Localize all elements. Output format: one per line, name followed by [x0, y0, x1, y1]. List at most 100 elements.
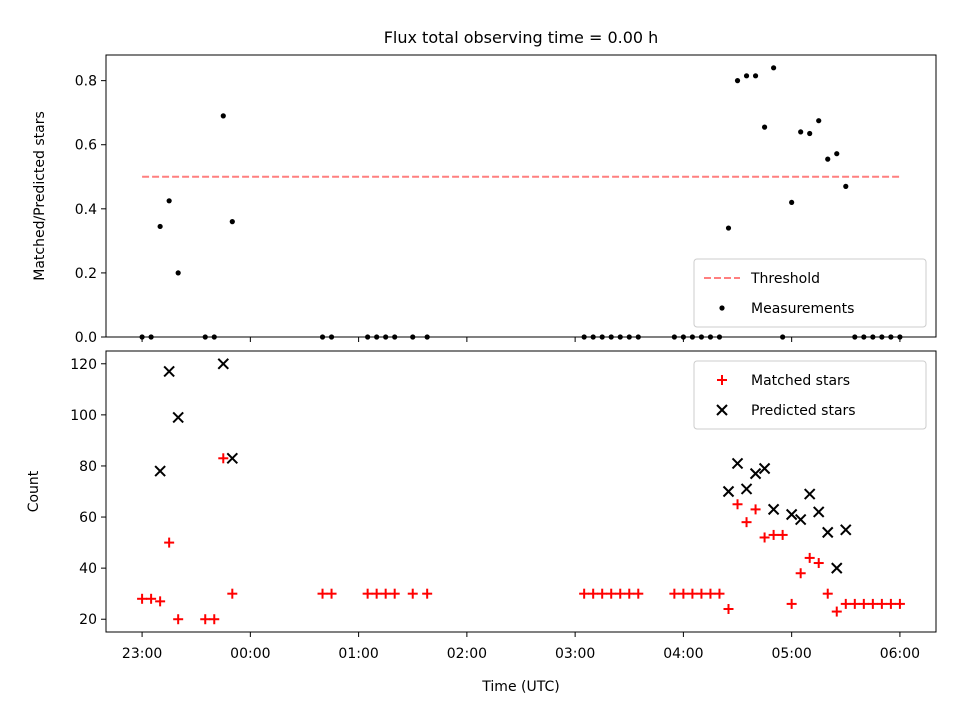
- predicted-star-marker: [831, 562, 843, 574]
- matched-star-marker: [795, 568, 806, 579]
- matched-star-marker: [741, 517, 752, 528]
- matched-star-marker: [137, 593, 148, 604]
- matched-star-marker: [687, 588, 698, 599]
- y-tick-label: 0.0: [75, 330, 97, 346]
- predicted-star-marker: [758, 462, 771, 475]
- matched-star-marker: [759, 532, 770, 543]
- matched-star-marker: [768, 529, 779, 540]
- predicted-star-marker: [217, 358, 229, 370]
- matched-star-marker: [840, 598, 851, 609]
- marker-stroke: [840, 524, 852, 536]
- y-tick-label: 120: [70, 357, 97, 373]
- measurement-point: [374, 334, 380, 340]
- y-tick-label: 80: [79, 459, 97, 475]
- matched-star-marker: [606, 588, 617, 599]
- measurement-point: [852, 334, 858, 340]
- measurement-point: [734, 78, 741, 84]
- marker-stroke: [740, 483, 753, 495]
- measurement-point: [725, 225, 732, 231]
- x-tick-label: 02:00: [447, 646, 487, 662]
- y-tick-label: 0.8: [75, 74, 97, 90]
- y-tick-label: 20: [79, 612, 97, 628]
- measurement-point: [617, 334, 623, 340]
- matched-star-marker: [317, 588, 328, 599]
- measurement-point: [888, 334, 894, 340]
- predicted-star-marker: [785, 508, 798, 521]
- marker-stroke: [731, 457, 744, 470]
- matched-star-marker: [723, 604, 734, 615]
- marker-stroke: [722, 485, 735, 498]
- x-tick-label: 03:00: [555, 646, 595, 662]
- predicted-star-marker: [803, 488, 816, 500]
- y-axis-label: Count: [26, 470, 42, 512]
- matched-star-marker: [786, 598, 797, 609]
- matched-star-marker: [579, 588, 590, 599]
- y-tick-label: 60: [79, 510, 97, 526]
- matched-star-marker: [804, 552, 815, 563]
- top-panel-ratio: 0.0 0.2 0.4 0.6 0.8 Matched/Predicted stars Th…: [32, 54, 937, 346]
- marker-stroke: [803, 488, 816, 500]
- measurement-point: [861, 334, 867, 340]
- matched-star-marker: [714, 588, 725, 599]
- matched-star-marker: [858, 598, 869, 609]
- measurement-point: [424, 334, 430, 340]
- measurement-point: [879, 334, 885, 340]
- measurement-point: [166, 198, 172, 204]
- measurement-point: [807, 130, 813, 137]
- x-tick-label: 00:00: [230, 646, 270, 662]
- measurement-point: [698, 334, 705, 340]
- measurement-point: [752, 73, 759, 79]
- y-tick-label: 0.6: [75, 138, 97, 154]
- predicted-star-marker: [822, 526, 834, 539]
- predicted-star-marker: [749, 467, 762, 480]
- matched-star-marker: [227, 588, 238, 599]
- y-tick-label: 0.4: [75, 202, 97, 218]
- x-tick-label: 01:00: [338, 646, 378, 662]
- matched-star-marker: [218, 453, 229, 464]
- legend-label: Measurements: [751, 301, 854, 317]
- measurement-point: [220, 113, 226, 119]
- predicted-star-marker: [794, 513, 807, 526]
- measurement-point: [608, 334, 614, 340]
- matched-star-marker: [696, 588, 707, 599]
- marker-stroke: [217, 358, 229, 370]
- plot-frame: [105, 54, 937, 338]
- predicted-star-marker: [226, 452, 239, 464]
- measurement-point: [716, 334, 723, 340]
- measurement-point: [175, 270, 181, 276]
- measurement-point: [897, 334, 903, 340]
- x-tick-label: 04:00: [663, 646, 703, 662]
- matched-star-marker: [389, 588, 400, 599]
- measurement-point: [392, 334, 398, 340]
- matched-star-marker: [849, 598, 860, 609]
- measurement-point: [671, 334, 677, 340]
- marker-stroke: [226, 452, 239, 464]
- x-tick-label: 23:00: [122, 646, 162, 662]
- matched-star-marker: [380, 588, 391, 599]
- matched-star-marker: [624, 588, 635, 599]
- marker-stroke: [831, 562, 843, 574]
- matched-star-marker: [669, 588, 680, 599]
- matched-star-marker: [209, 614, 220, 625]
- measurement-point: [139, 334, 145, 340]
- matched-star-marker: [200, 614, 211, 625]
- marker-stroke: [172, 411, 184, 424]
- marker-stroke: [785, 508, 798, 521]
- measurement-point: [825, 156, 831, 162]
- matched-star-marker: [173, 614, 184, 625]
- marker-stroke: [794, 513, 807, 526]
- matched-star-marker: [894, 598, 905, 609]
- matched-star-marker: [371, 588, 382, 599]
- matched-star-marker: [705, 588, 716, 599]
- matched-star-marker: [326, 588, 337, 599]
- predicted-star-marker: [840, 524, 852, 536]
- marker-stroke: [163, 365, 175, 378]
- measurement-point: [771, 65, 777, 71]
- measurement-point: [383, 334, 389, 340]
- measurement-point: [761, 124, 768, 130]
- bottom-panel-counts: 20 40 60 80 100 120 23:00 00:00 01:00 02:00 03:00 0…: [26, 350, 937, 662]
- matched-star-marker: [146, 593, 157, 604]
- measurement-point: [689, 334, 696, 340]
- predicted-star-marker: [731, 457, 744, 470]
